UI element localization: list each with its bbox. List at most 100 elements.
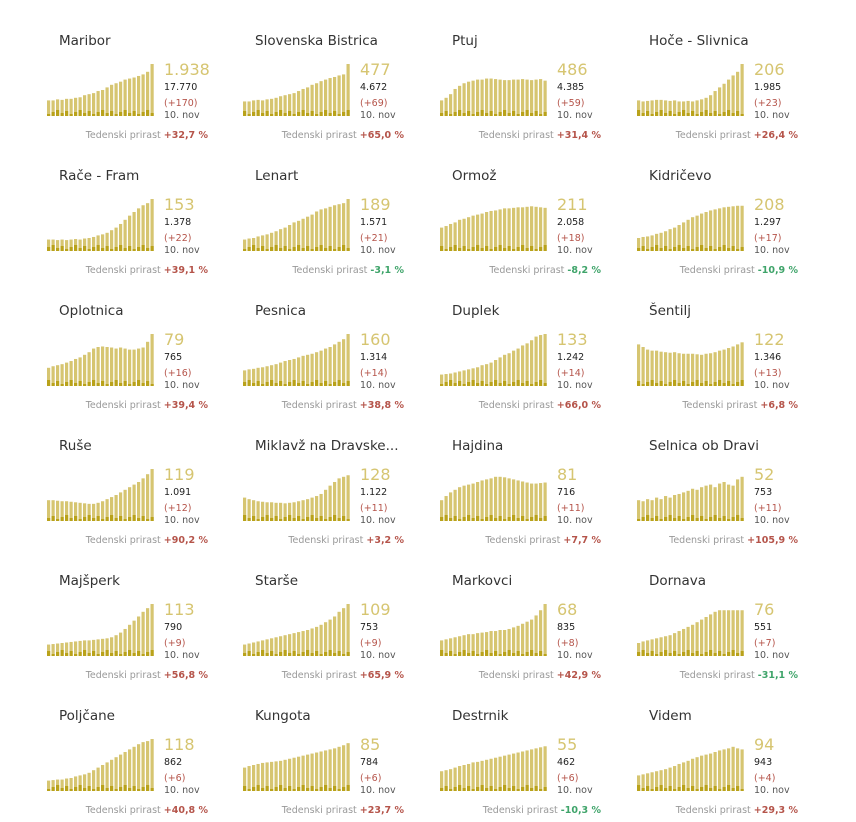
total-cases-value: 1.297	[754, 217, 782, 228]
active-bar	[128, 749, 132, 791]
new-cases-bar	[119, 112, 123, 116]
active-bar	[47, 644, 51, 656]
new-cases-bar	[700, 245, 704, 251]
new-cases-bar	[489, 515, 493, 521]
active-bar	[650, 235, 654, 251]
new-cases-bar	[342, 383, 346, 386]
active-bar	[283, 635, 287, 656]
active-bar	[279, 636, 283, 656]
active-bar	[279, 760, 283, 791]
active-bar	[512, 350, 516, 386]
active-bar	[87, 503, 91, 521]
new-cases-bar	[96, 112, 100, 116]
active-bar	[252, 368, 256, 386]
active-bar	[265, 366, 269, 386]
new-cases-bar	[110, 249, 114, 251]
active-bar	[243, 370, 247, 386]
new-cases-bar	[96, 245, 100, 251]
new-cases-bar	[292, 518, 296, 521]
active-bar	[686, 626, 690, 656]
new-cases-bar	[101, 785, 105, 791]
active-bar	[467, 217, 471, 251]
active-bar	[283, 759, 287, 791]
sparkbar-chart	[440, 476, 547, 521]
new-cases-bar	[319, 112, 323, 116]
new-cases-bar	[444, 111, 448, 116]
new-cases-bar	[310, 653, 314, 656]
municipality-card: Majšperk 113 790 (+9) 10. nov Tedenski priras…	[46, 548, 236, 681]
municipality-card: Ruše 119 1.091 (+12) 10. nov Tedenski prirast…	[46, 413, 236, 546]
active-bar	[530, 206, 534, 251]
active-bar	[637, 500, 641, 521]
new-cases-bar	[458, 652, 462, 656]
new-cases-bar	[265, 515, 269, 521]
active-bar	[462, 635, 466, 656]
active-bar	[337, 204, 341, 251]
active-bar	[128, 78, 132, 116]
active-bar	[69, 501, 73, 521]
new-cases-bar	[337, 518, 341, 521]
new-cases-bar	[646, 382, 650, 386]
new-cases-bar	[539, 114, 543, 116]
new-cases-bar	[682, 785, 686, 791]
new-cases-delta: (+4)	[754, 773, 776, 784]
active-bar	[480, 480, 484, 521]
new-cases-bar	[668, 515, 672, 521]
active-bar	[297, 756, 301, 791]
active-bar	[686, 219, 690, 251]
new-cases-bar	[695, 247, 699, 251]
weekly-growth: Tedenski prirast +32,7 %	[0, 130, 208, 141]
date-label: 10. nov	[164, 650, 200, 661]
active-bar	[114, 635, 118, 656]
new-cases-bar	[727, 248, 731, 251]
new-cases-bar	[146, 785, 150, 791]
active-bar	[346, 475, 350, 521]
new-cases-bar	[494, 518, 498, 521]
active-bar	[521, 79, 525, 116]
new-cases-bar	[114, 789, 118, 791]
total-cases-value: 1.091	[164, 487, 192, 498]
new-cases-bar	[700, 112, 704, 116]
active-bar	[74, 641, 78, 656]
active-bar	[274, 97, 278, 116]
active-bar	[736, 205, 740, 251]
active-bar	[489, 78, 493, 116]
new-cases-delta: (+9)	[360, 638, 382, 649]
active-bar	[664, 636, 668, 656]
new-cases-bar	[736, 382, 740, 386]
active-bar	[521, 481, 525, 521]
new-cases-bar	[691, 515, 695, 521]
active-cases-value: 113	[164, 600, 195, 619]
active-bar	[292, 358, 296, 386]
active-bar	[51, 780, 55, 791]
municipality-name: Kidričevo	[649, 168, 712, 184]
new-cases-delta: (+9)	[164, 638, 186, 649]
active-bar	[700, 354, 704, 386]
new-cases-bar	[114, 380, 118, 386]
new-cases-bar	[288, 249, 292, 251]
active-bar	[498, 630, 502, 656]
active-bar	[453, 767, 457, 791]
active-bar	[83, 354, 87, 386]
active-bar	[700, 619, 704, 656]
active-bar	[512, 753, 516, 791]
active-bar	[47, 500, 51, 521]
active-bar	[664, 352, 668, 386]
weekly-growth: Tedenski prirast +66,0 %	[391, 400, 601, 411]
active-bar	[283, 503, 287, 521]
municipality-name: Kungota	[255, 708, 311, 724]
new-cases-bar	[686, 246, 690, 251]
new-cases-bar	[655, 245, 659, 251]
new-cases-bar	[128, 113, 132, 116]
new-cases-bar	[530, 788, 534, 791]
active-bar	[471, 634, 475, 656]
weekly-growth-value: +7,7 %	[563, 535, 601, 546]
new-cases-bar	[704, 785, 708, 791]
new-cases-bar	[47, 247, 51, 251]
active-bar	[270, 638, 274, 656]
active-bar	[337, 746, 341, 791]
active-bar	[292, 93, 296, 116]
new-cases-bar	[150, 113, 154, 116]
new-cases-delta: (+16)	[164, 368, 192, 379]
